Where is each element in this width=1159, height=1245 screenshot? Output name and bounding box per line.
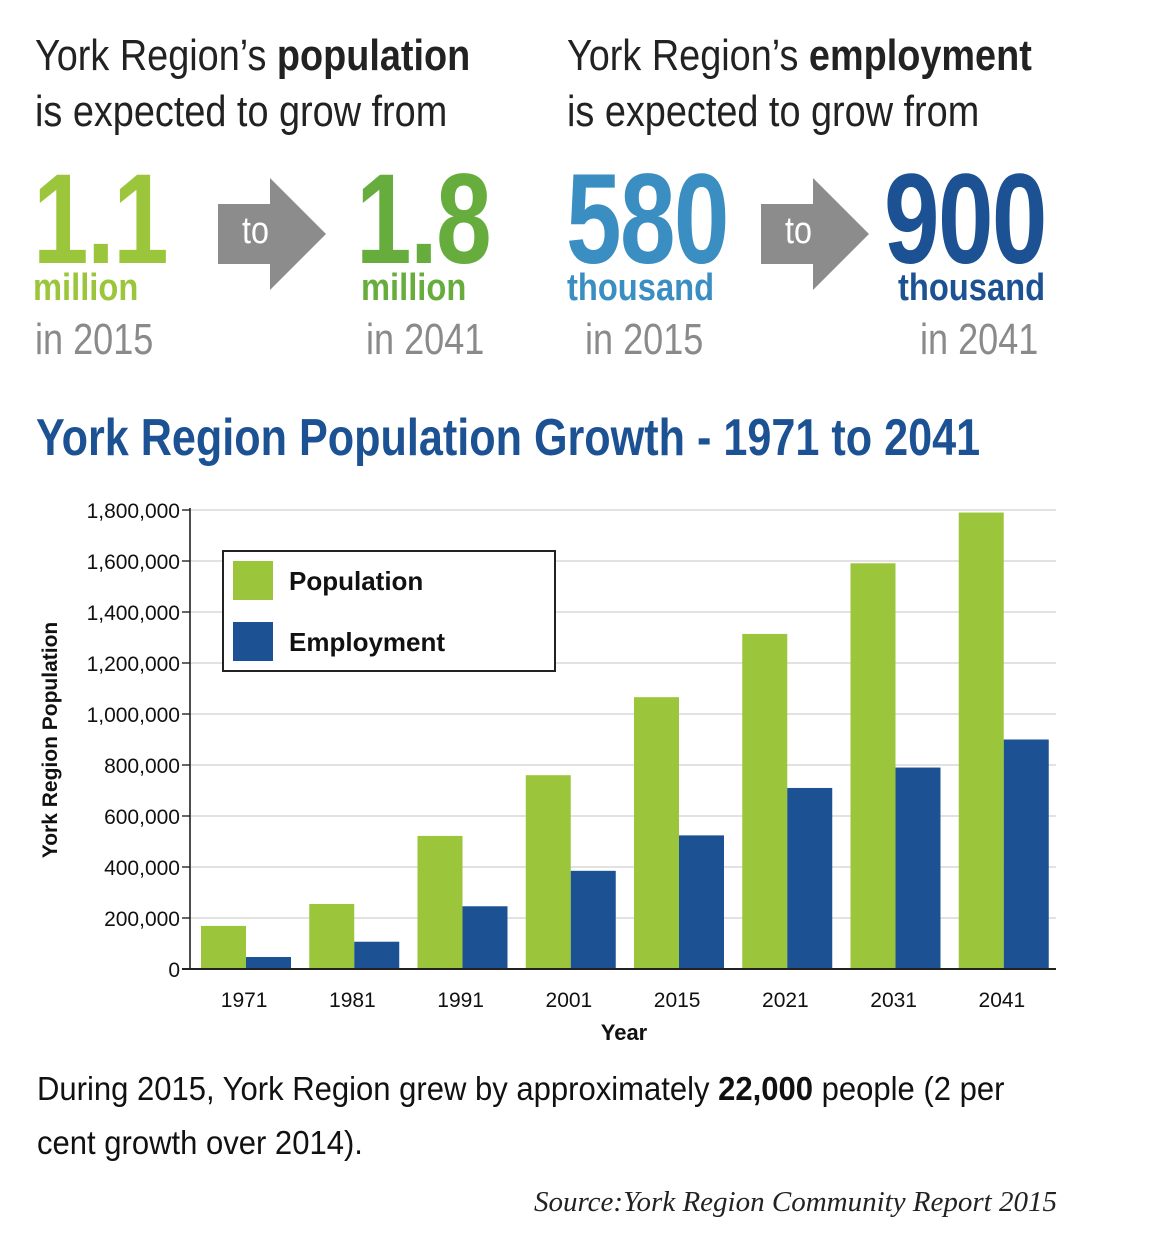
employment-to-value: 900 [884, 148, 1047, 291]
chart-title: York Region Population Growth - 1971 to … [36, 409, 981, 467]
employment-from-unit: thousand [567, 267, 715, 309]
population-headline-prefix: York Region’s [35, 31, 277, 80]
y-tick-label: 1,400,000 [87, 602, 180, 625]
bar-employment-2001 [570, 870, 616, 969]
y-tick-label: 400,000 [104, 857, 180, 880]
bar-population-2041 [958, 512, 1004, 969]
y-tick-label: 600,000 [104, 806, 180, 829]
legend-swatch-population [233, 561, 273, 600]
bar-population-1991 [417, 835, 463, 969]
bar-population-1971 [201, 925, 246, 969]
bar-population-2001 [525, 775, 571, 969]
y-tick-label: 0 [168, 959, 180, 982]
summary-part2: people (2 per cent growth over 2014). [37, 1070, 1005, 1161]
population-headline-keyword: population [276, 31, 471, 80]
employment-to-year: in 2041 [920, 315, 1039, 364]
legend-swatch-employment [233, 622, 273, 661]
employment-arrow-label: to [785, 210, 812, 252]
bar-employment-2031 [895, 767, 941, 969]
population-from-unit: million [33, 267, 139, 309]
y-axis-label: York Region Population [39, 622, 62, 858]
population-from-year: in 2015 [35, 315, 154, 364]
y-tick-label: 1,000,000 [87, 704, 180, 727]
employment-to-unit: thousand [898, 267, 1046, 309]
employment-headline-prefix: York Region’s [567, 31, 809, 80]
legend-box [222, 550, 556, 672]
population-growth-bar-chart: 0 200,000 400,000 600,000 800,000 1,000,000 1,… [39, 500, 1056, 1045]
bar-employment-2015 [679, 835, 724, 969]
bar-population-2031 [850, 563, 896, 969]
x-tick-label: 2001 [546, 989, 593, 1012]
legend-label-employment: Employment [289, 627, 445, 657]
employment-from-value: 580 [566, 148, 729, 291]
y-tick-label: 200,000 [104, 908, 180, 931]
summary-text: During 2015, York Region grew by approxi… [37, 1062, 1052, 1170]
bar-population-2021 [742, 633, 788, 969]
summary-highlight: 22,000 [718, 1070, 813, 1107]
population-from-value: 1.1 [33, 148, 169, 291]
y-tick-label: 1,800,000 [87, 500, 180, 523]
population-headline: York Region’s population is expected to … [35, 28, 470, 140]
y-tick-label: 1,200,000 [87, 653, 180, 676]
x-tick-label: 2031 [870, 989, 917, 1012]
population-to-unit: million [361, 267, 467, 309]
source-citation: Source:York Region Community Report 2015 [533, 1186, 1057, 1218]
x-axis-label: Year [601, 1020, 648, 1045]
employment-headline-line2: is expected to grow from [567, 87, 980, 136]
employment-headline: York Region’s employment is expected to … [567, 28, 1032, 140]
bar-population-2015 [634, 697, 679, 969]
x-tick-label: 1981 [329, 989, 376, 1012]
bar-population-1981 [309, 903, 355, 969]
bar-employment-2041 [1003, 739, 1049, 969]
population-arrow-label: to [242, 210, 269, 252]
population-to-value: 1.8 [356, 148, 492, 291]
employment-headline-keyword: employment [808, 31, 1032, 80]
x-tick-label: 2021 [762, 989, 809, 1012]
y-tick-label: 800,000 [104, 755, 180, 778]
population-arrow-icon [218, 178, 326, 290]
bar-employment-2021 [787, 787, 833, 969]
x-tick-label: 1991 [437, 989, 484, 1012]
x-tick-label: 2015 [654, 989, 701, 1012]
employment-from-year: in 2015 [585, 315, 704, 364]
summary-part1: During 2015, York Region grew by approxi… [37, 1070, 719, 1107]
y-tick-label: 1,600,000 [87, 551, 180, 574]
x-tick-label: 1971 [221, 989, 268, 1012]
population-headline-line2: is expected to grow from [35, 87, 448, 136]
employment-arrow-icon [761, 178, 869, 290]
bar-employment-1981 [354, 941, 400, 969]
population-to-year: in 2041 [366, 315, 485, 364]
x-tick-label: 2041 [979, 989, 1026, 1012]
bar-employment-1991 [462, 906, 508, 969]
legend-label-population: Population [289, 566, 423, 596]
bar-employment-1971 [246, 957, 291, 969]
